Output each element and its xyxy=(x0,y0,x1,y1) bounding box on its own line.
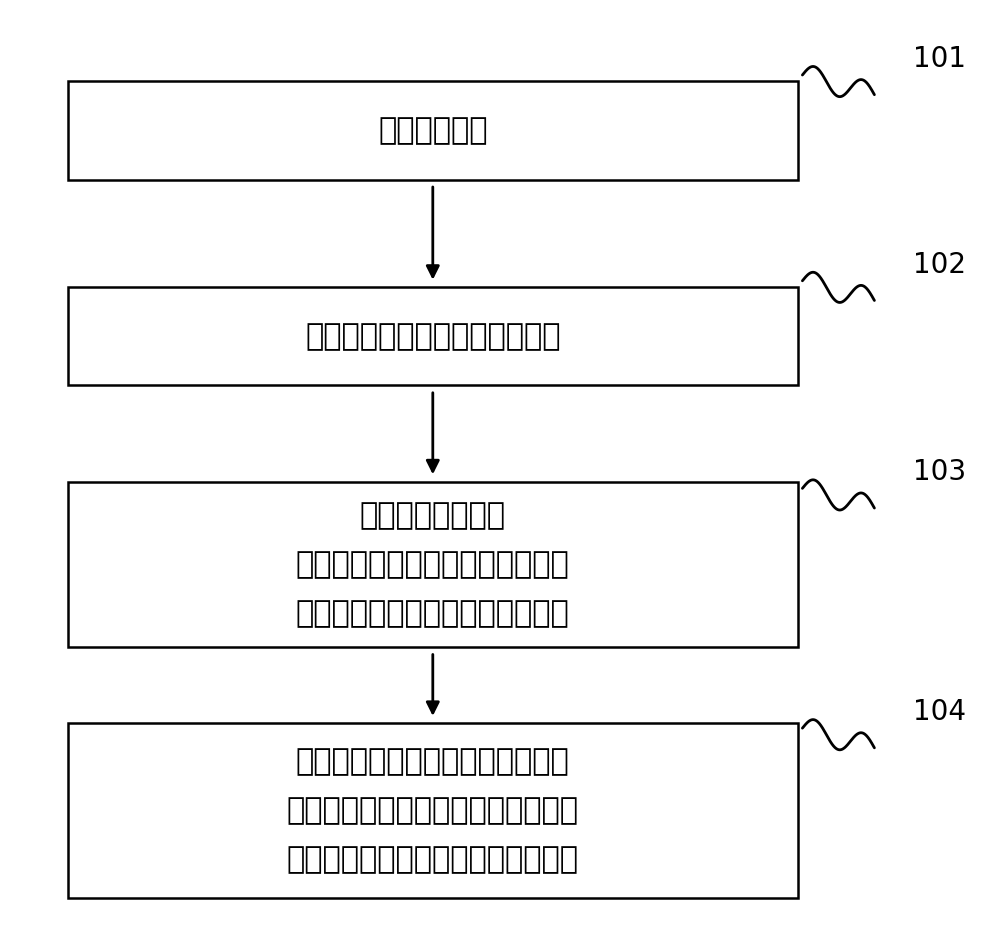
FancyBboxPatch shape xyxy=(68,287,798,386)
Text: 103: 103 xyxy=(913,459,966,487)
Text: 据、所转换的两通道数据输入至训练: 据、所转换的两通道数据输入至训练 xyxy=(287,796,579,825)
Text: 后的目标检测模型以进行目标检测: 后的目标检测模型以进行目标检测 xyxy=(296,747,570,775)
Text: 对所获取图像数据进行运动侦测: 对所获取图像数据进行运动侦测 xyxy=(305,322,561,350)
Text: 获取图像数据: 获取图像数据 xyxy=(378,116,488,145)
Text: 将运动侦测所得到的运动侦测信息数: 将运动侦测所得到的运动侦测信息数 xyxy=(287,845,579,874)
Text: 转换为两通道数据: 转换为两通道数据 xyxy=(360,500,506,529)
FancyBboxPatch shape xyxy=(68,81,798,180)
Text: 102: 102 xyxy=(913,251,966,279)
FancyBboxPatch shape xyxy=(68,482,798,647)
Text: 104: 104 xyxy=(913,698,966,726)
Text: 将当前图像帧所具有的三通道数据: 将当前图像帧所具有的三通道数据 xyxy=(296,550,570,579)
FancyBboxPatch shape xyxy=(68,723,798,898)
Text: 101: 101 xyxy=(913,45,966,73)
Text: 在侦测到存在运动目标的情形下，: 在侦测到存在运动目标的情形下， xyxy=(296,599,570,628)
